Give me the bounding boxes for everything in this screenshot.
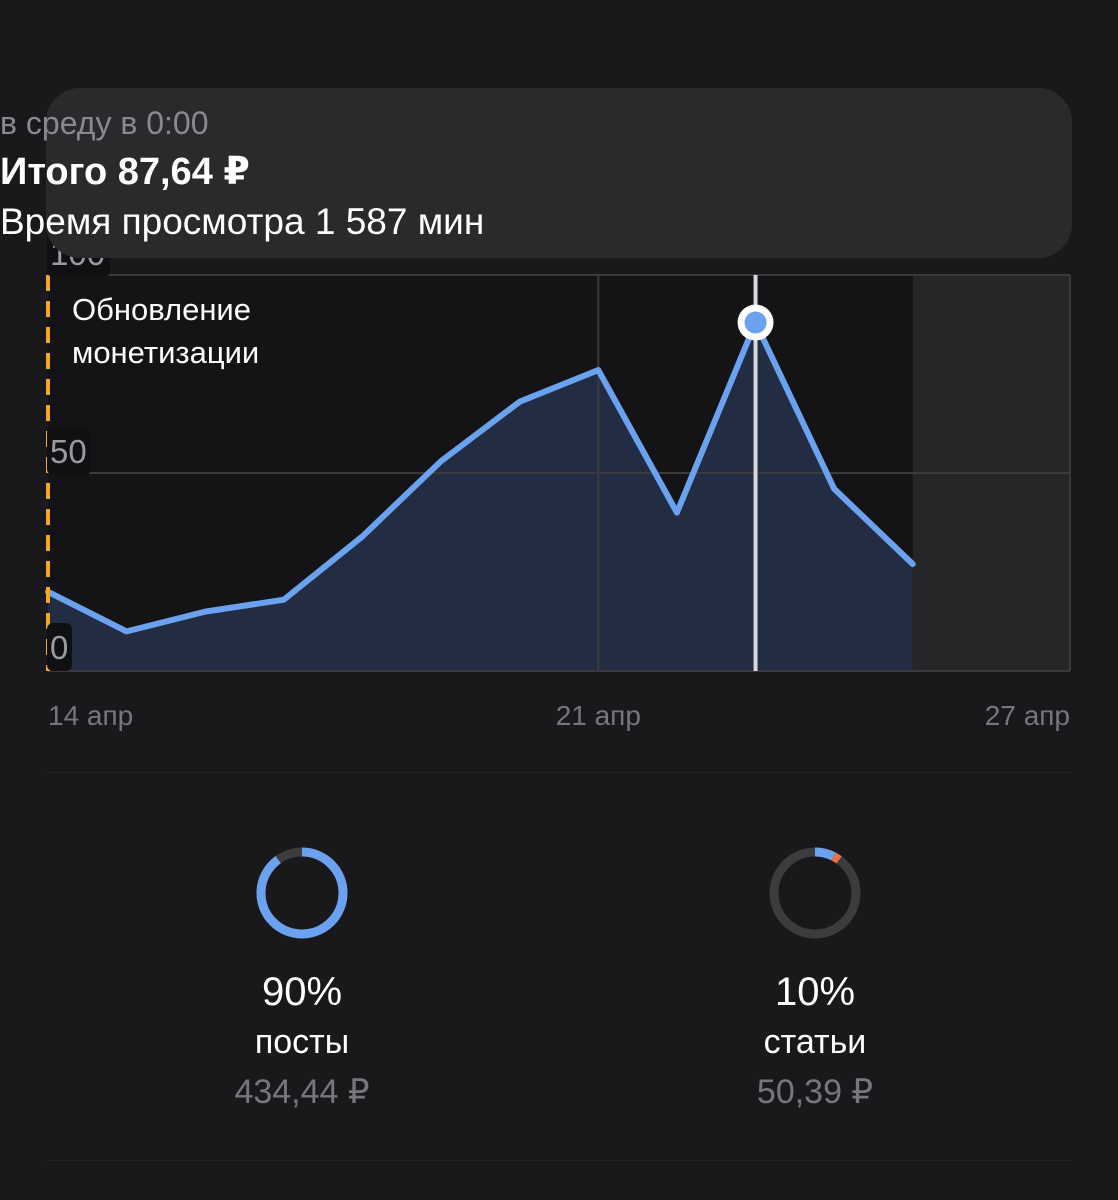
posts-donut-fill — [256, 847, 348, 939]
y-tick-bg-50 — [47, 427, 91, 475]
articles-donut-track — [769, 847, 861, 939]
data-point-6 — [518, 400, 522, 404]
bottom-divider — [46, 1160, 1072, 1161]
data-point-2 — [203, 610, 207, 614]
breakdown-articles: 10% статьи 50,39 ₽ — [665, 846, 965, 1114]
chart-tooltip — [46, 88, 1072, 258]
posts-label: посты — [254, 1023, 350, 1061]
articles-donut-fill — [769, 847, 861, 939]
data-point-7 — [596, 368, 600, 372]
x-tick-label-1: 21 апр — [556, 700, 641, 731]
breakdown-posts: 90% посты 434,44 ₽ — [152, 846, 452, 1114]
articles-amount: 50,39 ₽ — [756, 1073, 874, 1111]
data-point-3 — [282, 598, 286, 602]
annotation-line-2: монетизации — [72, 335, 260, 370]
data-point-8 — [675, 511, 679, 515]
data-point-11 — [911, 562, 915, 566]
section-divider — [46, 772, 1072, 773]
data-point-1 — [125, 629, 129, 633]
tooltip-watch-time: Время просмотра 1 587 мин — [0, 201, 485, 242]
annotation-line-1: Обновление — [72, 292, 251, 327]
posts-amount: 434,44 ₽ — [234, 1073, 370, 1111]
posts-donut — [256, 847, 348, 939]
y-tick-label-50: 50 — [50, 433, 87, 470]
y-tick-bg-0 — [47, 623, 72, 671]
articles-donut — [769, 847, 861, 939]
data-point-4 — [360, 534, 364, 538]
series-line — [45, 319, 916, 635]
tooltip-date: в среду в 0:00 — [0, 105, 209, 141]
posts-percent: 90% — [261, 970, 343, 1014]
tooltip-total: Итого 87,64 ₽ — [0, 151, 250, 193]
data-point-5 — [439, 459, 443, 463]
monetization-update-annotation: Обновление монетизации — [72, 288, 372, 374]
data-point-10 — [832, 487, 836, 491]
x-tick-label-2: 27 апр — [985, 700, 1070, 731]
series-area — [48, 322, 913, 671]
articles-percent: 10% — [774, 970, 856, 1014]
articles-label: статьи — [763, 1023, 867, 1061]
x-tick-label-0: 14 апр — [48, 700, 133, 731]
highlight-point — [744, 311, 767, 334]
y-tick-label-0: 0 — [50, 629, 68, 666]
